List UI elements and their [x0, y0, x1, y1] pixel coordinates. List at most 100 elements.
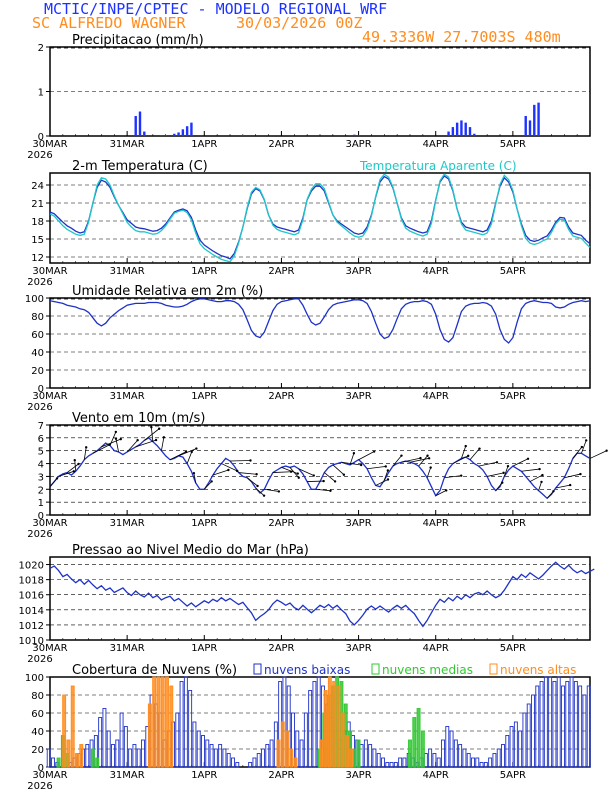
cloud-ytick-label: 40	[31, 727, 44, 738]
wind-arrow	[409, 457, 430, 463]
cloud-ytick-label: 0	[38, 763, 44, 774]
wind-arrow-head	[501, 481, 504, 484]
cloud-bar-nuvens-baixas	[535, 685, 540, 768]
wind-arrow-head	[256, 484, 259, 488]
wind-arrow	[341, 461, 362, 466]
wind-arrow	[581, 440, 587, 454]
temp-xtick-label: 3APR	[345, 266, 371, 277]
cloud-bar-nuvens-baixas	[556, 676, 561, 768]
wind-arrow	[461, 445, 467, 459]
wind-ytick-label: 6	[38, 434, 44, 445]
pres-xtick-label: 30MAR	[32, 643, 67, 654]
cloud-bar-nuvens-baixas	[192, 721, 197, 768]
wind-arrow	[332, 464, 345, 475]
wind-arrow	[538, 481, 542, 491]
wind-arrow	[495, 482, 503, 491]
cloud-bar-nuvens-baixas	[539, 681, 544, 768]
wind-arrow-head	[552, 490, 555, 493]
wind-arrow-head	[296, 472, 299, 475]
cloud-bar-nuvens-baixas	[393, 762, 398, 768]
wind-arrow-head	[190, 450, 193, 454]
temp-ytick-label: 15	[31, 235, 44, 246]
cloud-bar-nuvens-baixas	[466, 753, 471, 768]
cloud-xtick-label: 5APR	[500, 770, 526, 781]
cloud-bar-nuvens-baixas	[248, 762, 253, 768]
wind-arrow-head	[227, 468, 230, 472]
temp-year: 2026	[27, 277, 52, 288]
wind-arrow	[392, 455, 402, 467]
cloud-bar-nuvens-baixas	[513, 721, 518, 768]
cloud-bar-nuvens-baixas	[183, 676, 188, 768]
wind-arrow	[58, 470, 74, 477]
wind-arrow	[229, 460, 251, 462]
wind-arrow	[221, 463, 238, 472]
cloud-bar-nuvens-baixas	[509, 726, 514, 768]
wind-arrow-head	[502, 471, 505, 475]
wind-arrow	[349, 453, 355, 465]
wind-arrow-head	[322, 479, 325, 483]
temp-xtick-label: 31MAR	[110, 266, 145, 277]
wind-arrow	[115, 438, 119, 453]
precip-bar	[451, 127, 455, 136]
precip-xtick-label: 1APR	[191, 139, 217, 150]
cloud-bar-nuvens-altas	[293, 757, 298, 768]
cloud-bar-nuvens-baixas	[265, 744, 270, 768]
cloud-ytick-label: 100	[25, 673, 44, 684]
rh-xtick-label: 4APR	[423, 391, 449, 402]
rh-title: Umidade Relativa em 2m (%)	[72, 284, 263, 299]
wind-arrow	[212, 469, 229, 476]
cloud-bar-nuvens-baixas	[479, 762, 484, 768]
wind-arrow	[529, 474, 543, 482]
wind-ytick-label: 5	[38, 447, 44, 458]
wind-arrow	[315, 488, 331, 492]
cloud-bar-nuvens-medias	[408, 739, 412, 768]
precip-bar	[455, 122, 459, 136]
cloud-bar-nuvens-baixas	[445, 726, 450, 768]
cloud-xtick-label: 30MAR	[32, 770, 67, 781]
precip-year: 2026	[27, 150, 52, 161]
wind-arrow	[324, 472, 336, 482]
cloud-xtick-label: 2APR	[268, 770, 294, 781]
cloud-bar-nuvens-altas	[79, 744, 84, 768]
wind-arrow-head	[579, 472, 582, 476]
temp-title: 2-m Temperatura (C)	[72, 159, 208, 174]
temp-xtick-label: 1APR	[191, 266, 217, 277]
cloud-bar-nuvens-altas	[289, 748, 294, 768]
wind-arrow	[83, 447, 87, 460]
cloud-bar-nuvens-altas	[276, 739, 281, 768]
cloud-bar-nuvens-altas	[332, 681, 337, 768]
pres-xtick-label: 31MAR	[110, 643, 145, 654]
wind-arrow-head	[77, 462, 80, 466]
wind-arrow	[193, 473, 197, 483]
wind-arrow-head	[72, 470, 76, 473]
cloud-bar-nuvens-baixas	[376, 753, 381, 768]
wind-arrow	[469, 448, 480, 460]
cloud-panel: Cobertura de Nuvens (%) 0 20 40 60 80 100 30MAR…	[25, 663, 591, 792]
wind-arrow	[109, 431, 117, 446]
cloud-bar-nuvens-baixas	[569, 676, 574, 768]
precip-bar	[357, 135, 360, 136]
cloud-legend-label: nuvens altas	[500, 663, 576, 677]
pres-ytick-label: 1018	[19, 576, 44, 587]
wind-xtick-label: 4APR	[423, 518, 449, 529]
cloud-bar-nuvens-baixas	[578, 685, 583, 768]
cloud-title: Cobertura de Nuvens (%)	[72, 663, 237, 678]
cloud-bar-nuvens-medias	[95, 757, 100, 768]
rh-series-line	[49, 298, 591, 344]
cloud-bar-nuvens-baixas	[312, 681, 317, 768]
wind-arrow	[74, 460, 77, 472]
cloud-bar-nuvens-baixas	[175, 712, 180, 768]
cloud-bar-nuvens-baixas	[179, 681, 184, 768]
cloud-legend-swatch	[371, 663, 380, 675]
wind-arrow-head	[192, 471, 196, 475]
cloud-bar-nuvens-baixas	[196, 730, 201, 768]
precip-xtick-label: 5APR	[500, 139, 526, 150]
temp-ytick-label: 18	[31, 217, 44, 228]
wind-arrow	[435, 490, 447, 497]
pres-ytick-label: 1010	[19, 636, 44, 647]
precip-bar	[528, 120, 532, 136]
wind-arrow	[572, 446, 583, 459]
cloud-bar-nuvens-baixas	[111, 744, 115, 768]
cloud-bar-nuvens-altas	[340, 712, 345, 768]
cloud-bar-nuvens-baixas	[471, 757, 475, 768]
